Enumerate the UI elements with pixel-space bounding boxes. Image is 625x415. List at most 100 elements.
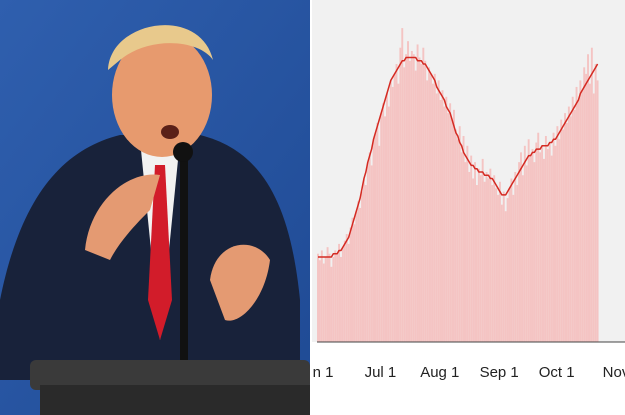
- bar: [410, 50, 413, 342]
- bar: [548, 142, 551, 342]
- bar: [475, 185, 478, 342]
- bar: [338, 243, 341, 342]
- bar: [361, 191, 364, 342]
- bar: [485, 171, 488, 342]
- bar: [418, 57, 421, 342]
- bar: [460, 152, 463, 342]
- bar: [560, 119, 563, 342]
- bar: [378, 145, 381, 342]
- microphone-head: [173, 142, 193, 162]
- left-hand: [85, 174, 160, 260]
- bar: [510, 178, 513, 342]
- bar: [359, 207, 362, 342]
- tie: [148, 165, 172, 340]
- microphone: [180, 145, 188, 360]
- bar: [336, 253, 339, 342]
- bar: [535, 142, 538, 342]
- bar: [573, 109, 576, 342]
- bar: [472, 178, 475, 342]
- bar: [539, 152, 542, 342]
- bar: [558, 139, 561, 342]
- bar: [428, 67, 431, 342]
- bar: [508, 188, 511, 342]
- bar: [466, 145, 469, 342]
- bar: [441, 90, 444, 343]
- bar: [374, 132, 377, 342]
- bar: [554, 145, 557, 342]
- bar: [581, 90, 584, 343]
- bar: [317, 253, 319, 342]
- bar: [341, 247, 344, 342]
- bar: [504, 211, 507, 342]
- bar: [529, 155, 532, 342]
- bar: [491, 185, 494, 342]
- bar: [447, 113, 450, 342]
- bar: [543, 158, 545, 342]
- bar: [345, 234, 348, 342]
- bar: [443, 106, 446, 342]
- x-tick-label: Sep 1: [480, 364, 519, 381]
- x-tick-label: Aug 1: [420, 364, 459, 381]
- bar: [458, 126, 461, 343]
- bar: [569, 116, 572, 343]
- bar: [495, 188, 498, 342]
- bar: [343, 240, 346, 342]
- bar: [518, 162, 521, 342]
- bar: [385, 93, 388, 342]
- bar: [550, 155, 553, 342]
- bar: [370, 165, 373, 342]
- bar: [556, 126, 559, 343]
- plot: [317, 28, 599, 343]
- bar: [403, 67, 406, 342]
- bar: [531, 149, 534, 342]
- bar: [502, 191, 505, 342]
- bar: [587, 54, 589, 343]
- bar: [552, 132, 555, 342]
- bar: [527, 139, 530, 342]
- bar: [537, 132, 540, 342]
- bar: [422, 47, 425, 342]
- right-hand: [210, 244, 270, 321]
- bar: [355, 211, 358, 342]
- bar: [387, 106, 390, 342]
- bar: [474, 162, 476, 342]
- face: [112, 33, 212, 157]
- bar: [322, 263, 325, 342]
- bar: [594, 64, 597, 343]
- bar: [349, 227, 352, 342]
- bar: [439, 100, 442, 343]
- bar: [596, 80, 599, 343]
- bar: [416, 44, 419, 343]
- bar: [389, 80, 392, 343]
- bar: [326, 247, 329, 342]
- bar: [481, 158, 484, 342]
- bar: [456, 139, 459, 342]
- bar: [470, 155, 473, 342]
- bar: [391, 86, 394, 342]
- bar: [405, 54, 408, 343]
- bar: [498, 181, 501, 342]
- x-tick-label: Nov: [603, 364, 625, 381]
- bar: [493, 175, 496, 342]
- bar: [395, 64, 398, 343]
- bar: [399, 47, 402, 342]
- bar: [454, 129, 457, 342]
- bar: [489, 168, 492, 342]
- bar: [590, 47, 593, 342]
- hair: [108, 25, 213, 70]
- bar: [368, 152, 371, 342]
- bar: [445, 96, 448, 342]
- bar: [426, 80, 429, 343]
- bar: [520, 152, 522, 342]
- x-tick-label: Oct 1: [539, 364, 575, 381]
- bar: [506, 198, 509, 342]
- bar: [435, 93, 438, 342]
- bar: [562, 129, 565, 342]
- bar: [571, 96, 574, 342]
- bar: [449, 103, 452, 342]
- bar: [541, 145, 544, 342]
- bar: [382, 103, 385, 342]
- bar: [433, 73, 436, 343]
